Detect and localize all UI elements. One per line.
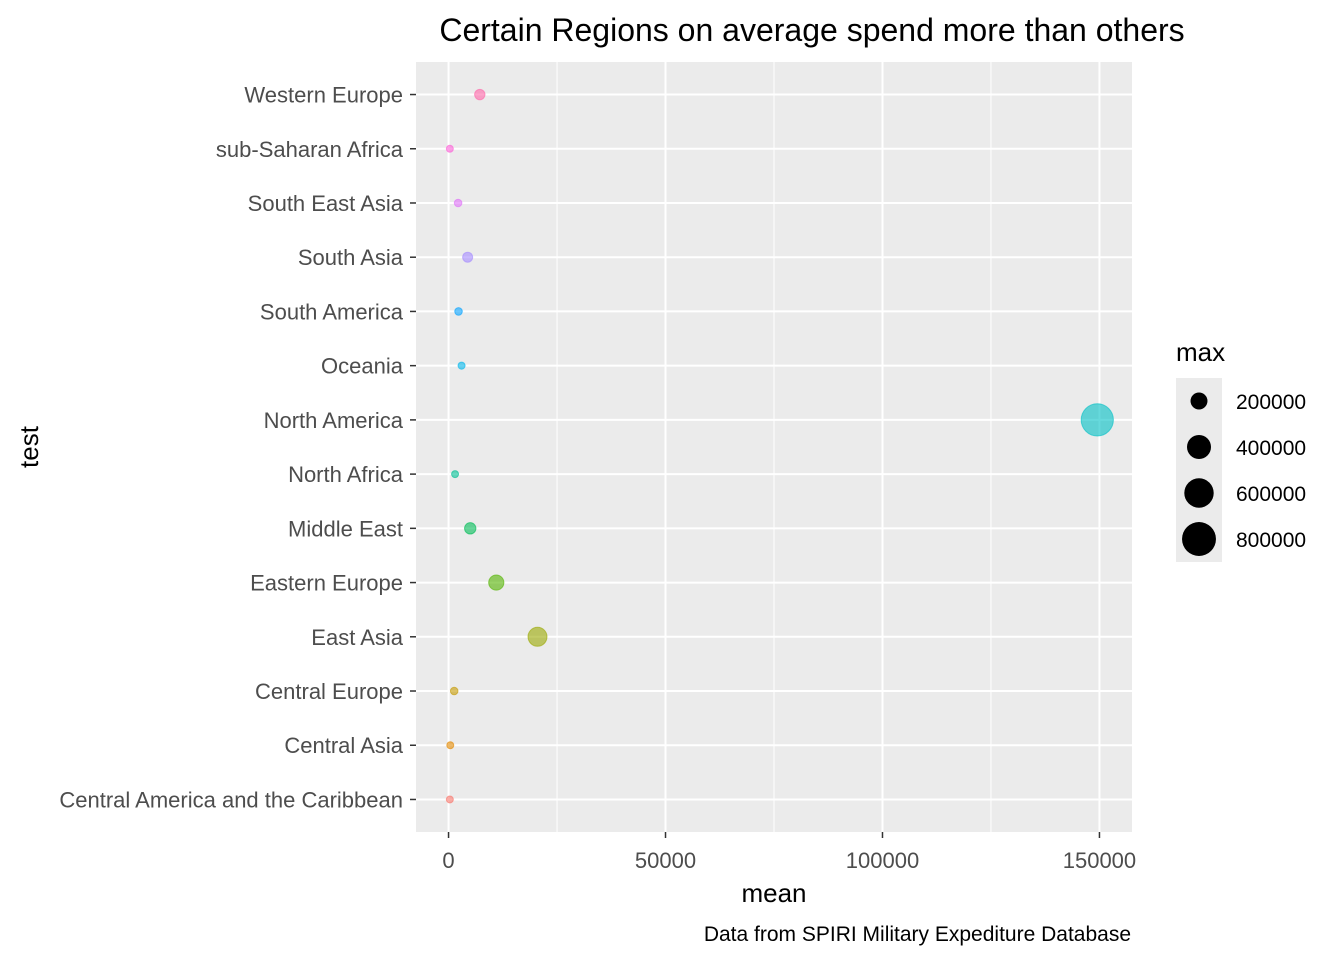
y-tick-label-5: Middle East (288, 516, 403, 541)
legend-items: 200000 400000 600000 800000 (1182, 391, 1306, 556)
x-tick-label-2: 100000 (846, 848, 919, 873)
x-axis: 0 50000 100000 150000 (442, 832, 1136, 873)
point-central-asia (446, 741, 455, 750)
x-tick-label-0: 0 (442, 848, 454, 873)
y-tick-label-9: South America (260, 299, 404, 324)
y-tick-label-12: sub-Saharan Africa (216, 137, 404, 162)
grid-layer (416, 62, 1132, 832)
point-eastern-europe (488, 574, 505, 591)
legend-key-3 (1182, 522, 1216, 556)
point-north-america (1080, 403, 1114, 437)
y-tick-label-8: Oceania (321, 354, 404, 379)
y-tick-label-1: Central Asia (284, 733, 403, 758)
x-tick-label-3: 150000 (1063, 848, 1136, 873)
point-sub-saharan-africa (445, 144, 454, 153)
point-central-america-and-the-caribbean (445, 795, 454, 804)
x-axis-title: mean (741, 878, 806, 908)
legend-key-0 (1190, 392, 1208, 410)
y-tick-label-0: Central America and the Caribbean (59, 787, 403, 812)
y-tick-label-10: South Asia (298, 245, 404, 270)
x-tick-label-1: 50000 (635, 848, 696, 873)
y-tick-label-7: North America (264, 408, 404, 433)
point-east-asia (527, 626, 548, 647)
point-south-asia (462, 251, 474, 263)
legend-label-2: 600000 (1236, 483, 1306, 506)
point-western-europe (474, 88, 486, 101)
legend-label-1: 400000 (1236, 437, 1306, 460)
y-tick-label-13: Western Europe (244, 83, 403, 108)
chart-title: Certain Regions on average spend more th… (439, 12, 1184, 48)
point-south-east-asia (453, 198, 463, 208)
y-axis: Central America and the Caribbean Central… (59, 83, 416, 812)
legend-key-2 (1184, 478, 1214, 508)
points-layer (445, 88, 1114, 804)
y-tick-label-3: East Asia (311, 625, 403, 650)
legend-label-0: 200000 (1236, 391, 1306, 414)
y-tick-label-6: North Africa (288, 462, 404, 487)
point-middle-east (464, 522, 477, 535)
legend-label-3: 800000 (1236, 529, 1306, 552)
y-tick-label-4: Eastern Europe (250, 571, 403, 596)
y-axis-title: test (14, 425, 44, 468)
point-south-america (454, 307, 463, 316)
legend: max 200000 400000 600000 800000 (1176, 337, 1306, 562)
point-central-europe (449, 686, 459, 696)
y-tick-label-2: Central Europe (255, 679, 403, 704)
point-north-africa (451, 470, 460, 479)
chart-caption: Data from SPIRI Military Expediture Data… (704, 923, 1131, 946)
point-oceania (457, 361, 466, 370)
y-tick-label-11: South East Asia (248, 191, 404, 216)
legend-key-1 (1187, 435, 1211, 459)
legend-title: max (1176, 337, 1225, 367)
